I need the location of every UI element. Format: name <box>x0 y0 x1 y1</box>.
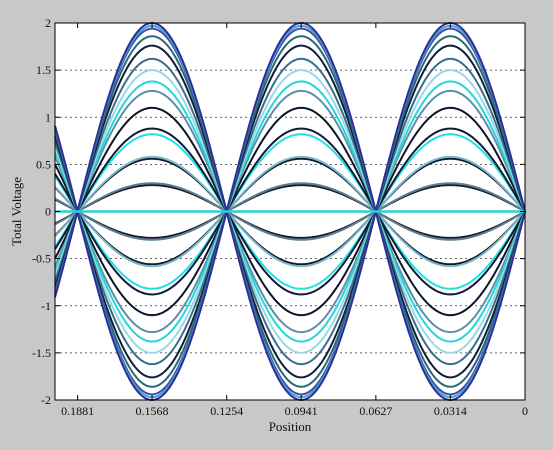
y-tick-label-2: -1 <box>41 299 51 313</box>
series-line-29 <box>54 24 526 399</box>
y-tick-label-1: -1.5 <box>32 346 51 360</box>
series-line-7 <box>54 155 526 268</box>
x-tick-label-6: 0 <box>522 404 528 418</box>
series-line-18 <box>54 80 526 343</box>
axis-ticks: -2 -1.5 -1 -0.5 0 0.5 1 1.5 2 0.1881 0.1568 0.1254 0… <box>32 16 528 418</box>
series-line-25 <box>54 35 526 388</box>
series-line-26 <box>54 35 526 388</box>
y-tick-label-4: 0 <box>45 205 51 219</box>
series-line-4 <box>54 157 526 266</box>
series-line-19 <box>54 69 526 354</box>
series-line-24 <box>54 44 526 379</box>
x-tick-label-0: 0.1881 <box>61 404 94 418</box>
series-line-20 <box>54 69 526 354</box>
series-line-28 <box>54 27 526 396</box>
x-axis-label: Position <box>269 419 312 434</box>
y-tick-label-7: 1.5 <box>36 63 51 77</box>
series-line-16 <box>54 89 526 334</box>
x-tick-label-5: 0.0314 <box>434 404 467 418</box>
series-line-9 <box>54 133 526 290</box>
y-axis-label: Total Voltage <box>9 177 24 246</box>
y-tick-label-0: -2 <box>41 393 51 407</box>
series-line-21 <box>54 57 526 366</box>
series-line-11 <box>54 127 526 296</box>
series-line-8 <box>54 155 526 268</box>
series-line-27 <box>54 27 526 396</box>
series-line-13 <box>54 106 526 317</box>
series-line-6 <box>54 182 526 241</box>
series-line-32 <box>54 22 526 401</box>
x-tick-label-2: 0.1254 <box>210 404 243 418</box>
y-tick-label-8: 2 <box>45 16 51 30</box>
series-line-2 <box>54 184 526 239</box>
series-line-31 <box>54 22 526 401</box>
y-tick-label-5: 0.5 <box>36 157 51 171</box>
series-line-12 <box>54 127 526 296</box>
x-tick-label-3: 0.0941 <box>285 404 318 418</box>
series-line-30 <box>54 24 526 399</box>
x-tick-label-1: 0.1568 <box>136 404 169 418</box>
series-line-14 <box>54 106 526 317</box>
x-tick-label-4: 0.0627 <box>359 404 392 418</box>
series-line-22 <box>54 57 526 366</box>
series-line-23 <box>54 44 526 379</box>
y-tick-label-3: -0.5 <box>32 252 51 266</box>
series-line-17 <box>54 80 526 343</box>
series-line-3 <box>54 157 526 266</box>
series-line-5 <box>54 182 526 241</box>
series-line-10 <box>54 133 526 290</box>
y-tick-label-6: 1 <box>45 110 51 124</box>
series-line-15 <box>54 89 526 334</box>
series-lines <box>54 22 526 401</box>
series-line-1 <box>54 184 526 239</box>
